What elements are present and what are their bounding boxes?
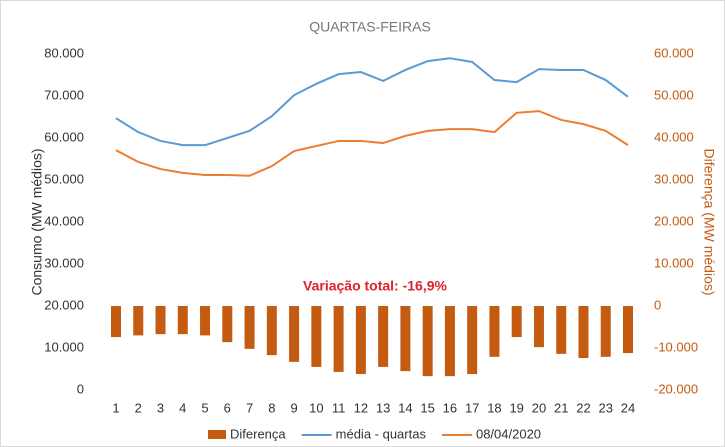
x-tick-label: 14: [398, 400, 412, 415]
annotation: Variação total: -16,9%: [303, 278, 448, 294]
bar: [489, 306, 500, 357]
x-tick-label: 17: [465, 400, 479, 415]
x-tick-label: 23: [599, 400, 613, 415]
y-tick-label: 10.000: [44, 339, 84, 354]
legend-label: 08/04/2020: [476, 426, 541, 441]
bar: [355, 306, 366, 375]
x-tick-label: 20: [532, 400, 546, 415]
line: [115, 57, 629, 147]
x-tick-label: 10: [309, 400, 323, 415]
legend-label: Diferença: [230, 426, 286, 441]
y-tick-label: 30.000: [44, 255, 84, 270]
y2-tick-label: 40.000: [654, 129, 694, 144]
bar: [244, 306, 255, 349]
x-tick-label: 6: [224, 400, 231, 415]
bar: [467, 306, 478, 375]
x-tick-label: 13: [376, 400, 390, 415]
y2-tick-label: -20.000: [654, 381, 698, 396]
y2-tick-label: 20.000: [654, 213, 694, 228]
y-tick-label: 70.000: [44, 87, 84, 102]
y-tick-label: 80.000: [44, 45, 84, 60]
y2-tick-label: -10.000: [654, 339, 698, 354]
bar: [623, 306, 633, 354]
bar: [155, 306, 166, 335]
x-tick-label: 12: [354, 400, 368, 415]
bar: [200, 306, 211, 336]
y2-tick-label: 0: [654, 297, 661, 312]
line: [115, 110, 629, 177]
x-tick-label: 18: [487, 400, 501, 415]
bar: [133, 306, 144, 336]
y2-tick-label: 60.000: [654, 45, 694, 60]
x-tick-label: 22: [576, 400, 590, 415]
legend-label: média - quartas: [336, 426, 427, 441]
x-tick-label: 9: [290, 400, 297, 415]
y2-tick-label: 10.000: [654, 255, 694, 270]
x-tick-label: 19: [509, 400, 523, 415]
bar: [556, 306, 567, 354]
chart-title: QUARTAS-FEIRAS: [309, 19, 431, 35]
x-tick-label: 2: [135, 400, 142, 415]
bar: [378, 306, 389, 367]
x-tick-label: 1: [112, 400, 119, 415]
x-tick-label: 11: [332, 400, 346, 415]
bar: [578, 306, 589, 359]
x-tick-label: 5: [201, 400, 208, 415]
bar: [111, 306, 121, 338]
bar: [266, 306, 277, 356]
bar: [422, 306, 433, 377]
x-tick-label: 7: [246, 400, 253, 415]
bar: [177, 306, 188, 335]
y-tick-label: 0: [77, 381, 84, 396]
y-axis-label: Consumo (MW médios): [29, 148, 45, 295]
bar: [222, 306, 233, 343]
y-tick-label: 50.000: [44, 171, 84, 186]
y-tick-label: 40.000: [44, 213, 84, 228]
bar: [533, 306, 544, 348]
y-tick-label: 60.000: [44, 129, 84, 144]
legend-swatch: [208, 430, 226, 439]
x-tick-label: 3: [157, 400, 164, 415]
bar: [600, 306, 611, 357]
x-tick-label: 15: [420, 400, 434, 415]
x-tick-label: 24: [621, 400, 635, 415]
bar: [311, 306, 322, 367]
y2-tick-label: 30.000: [654, 171, 694, 186]
y-tick-label: 20.000: [44, 297, 84, 312]
x-tick-label: 21: [554, 400, 568, 415]
y2-tick-label: 50.000: [654, 87, 694, 102]
x-tick-label: 4: [179, 400, 186, 415]
y2-axis-label: Diferença (MW médios): [701, 148, 717, 295]
x-tick-label: 8: [268, 400, 275, 415]
bar: [289, 306, 300, 362]
bar: [333, 306, 344, 372]
bar: [511, 306, 522, 338]
bar: [400, 306, 411, 372]
x-tick-label: 16: [443, 400, 457, 415]
bar: [444, 306, 455, 377]
